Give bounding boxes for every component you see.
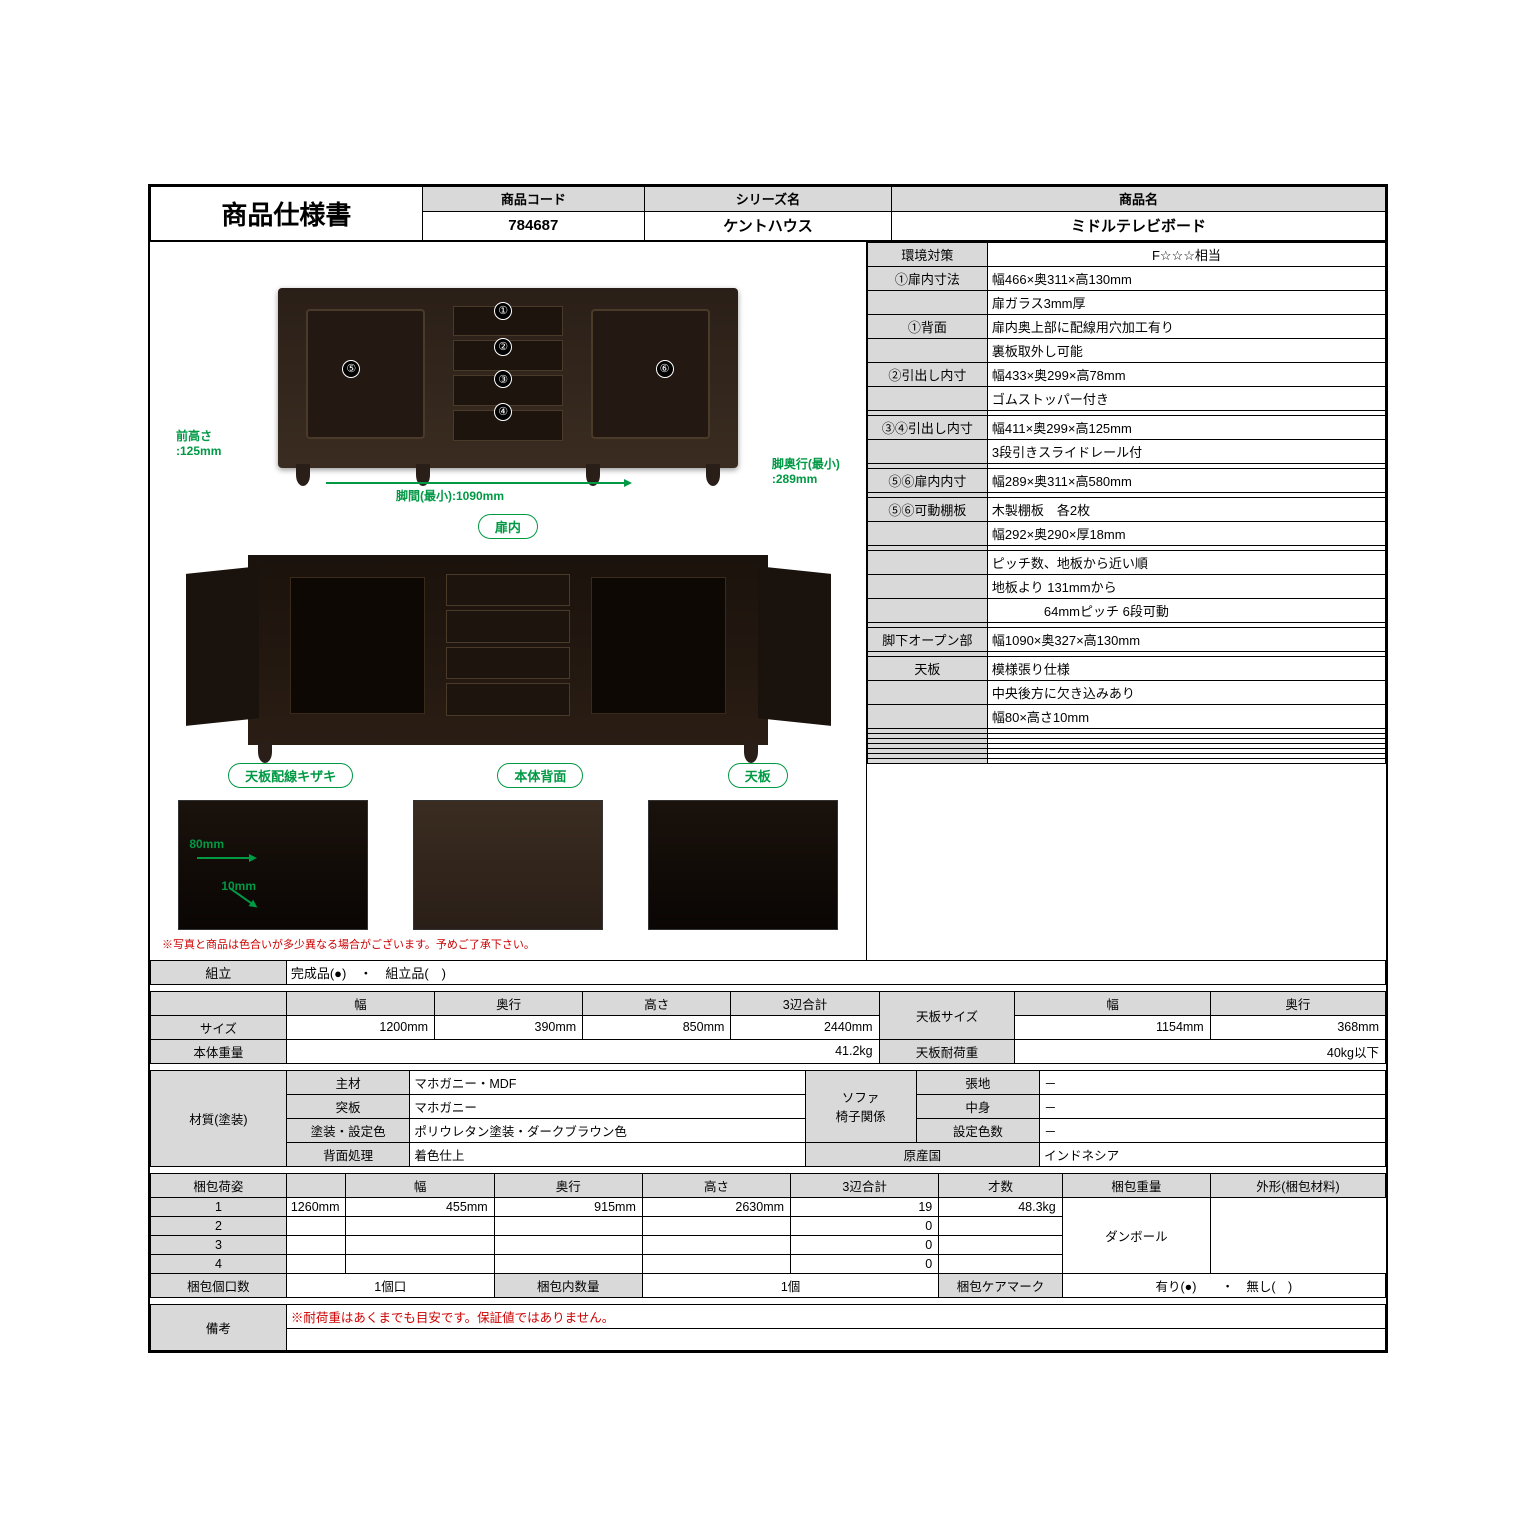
pill-thumb3: 天板 xyxy=(728,763,788,788)
spec-row: ①背面扉内奥上部に配線用穴加工有り xyxy=(867,314,1385,338)
code-value: 784687 xyxy=(422,212,644,240)
dim-leg-span: 脚間(最小):1090mm xyxy=(396,487,504,504)
product-image-closed: ① ② ③ ④ ⑤ ⑥ 前高さ :125mm 脚間(最小):1090mm 脚奥行… xyxy=(156,248,860,508)
spec-row xyxy=(867,758,1385,763)
assembly-table: 組立 完成品(●) ・ 組立品( ) xyxy=(150,960,1386,985)
assembly-label: 組立 xyxy=(151,960,287,984)
spec-row: ゴムストッパー付き xyxy=(867,386,1385,410)
pill-thumb2: 本体背面 xyxy=(497,763,583,788)
photo-note: ※写真と商品は色合いが多少異なる場合がございます。予めご了承下さい。 xyxy=(156,934,860,954)
spec-row: ⑤⑥扉内内寸幅289×奥311×高580mm xyxy=(867,468,1385,492)
image-area: ① ② ③ ④ ⑤ ⑥ 前高さ :125mm 脚間(最小):1090mm 脚奥行… xyxy=(150,242,867,960)
dim-leg-depth: 脚奥行(最小) :289mm xyxy=(772,455,840,486)
spec-sheet: 商品仕様書 商品コード シリーズ名 商品名 784687 ケントハウス ミドルテ… xyxy=(148,184,1388,1353)
spec-list-table: 環境対策F☆☆☆相当①扉内寸法幅466×奥311×高130mm扉ガラス3mm厚①… xyxy=(867,242,1386,764)
header-table: 商品仕様書 商品コード シリーズ名 商品名 784687 ケントハウス ミドルテ… xyxy=(150,186,1386,241)
spec-row: ②引出し内寸幅433×奥299×高78mm xyxy=(867,362,1385,386)
size-table: 幅 奥行 高さ 3辺合計 天板サイズ 幅 奥行 サイズ 1200mm 390mm… xyxy=(150,991,1386,1064)
spec-row: 中央後方に欠き込みあり xyxy=(867,680,1385,704)
spec-row: 地板より 131mmから xyxy=(867,574,1385,598)
spec-row: 環境対策F☆☆☆相当 xyxy=(867,242,1385,266)
dim-front-h: 前高さ :125mm xyxy=(176,427,221,458)
remarks-table: 備考 ※耐荷重はあくまでも目安です。保証値ではありません。 xyxy=(150,1304,1386,1351)
pill-door-inside: 扉内 xyxy=(478,514,538,539)
remarks-note: ※耐荷重はあくまでも目安です。保証値ではありません。 xyxy=(286,1304,1385,1328)
spec-row: 幅80×高さ10mm xyxy=(867,704,1385,728)
spec-row: ③④引出し内寸幅411×奥299×高125mm xyxy=(867,415,1385,439)
series-value: ケントハウス xyxy=(644,212,891,240)
spec-row: 扉ガラス3mm厚 xyxy=(867,290,1385,314)
code-label: 商品コード xyxy=(422,186,644,212)
thumb-top xyxy=(648,800,838,930)
pack-row: 11260mm455mm915mm2630mm1948.3kgダンボール xyxy=(151,1197,1386,1216)
assembly-value: 完成品(●) ・ 組立品( ) xyxy=(286,960,1385,984)
spec-row: 天板模様張り仕様 xyxy=(867,656,1385,680)
spec-row: 裏板取外し可能 xyxy=(867,338,1385,362)
name-value: ミドルテレビボード xyxy=(891,212,1385,240)
spec-row: 64mmピッチ 6段可動 xyxy=(867,598,1385,622)
packaging-table: 梱包荷姿 幅 奥行 高さ 3辺合計 才数 梱包重量 外形(梱包材料) 11260… xyxy=(150,1173,1386,1298)
spec-row: 3段引きスライドレール付 xyxy=(867,439,1385,463)
pill-thumb1: 天板配線キザキ xyxy=(228,763,353,788)
material-table: 材質(塗装) 主材 マホガニー・MDF ソファ 椅子関係 張地 － 突板 マホガ… xyxy=(150,1070,1386,1167)
thumb-wiring: 80mm 10mm xyxy=(178,800,368,930)
thumbnail-row: 80mm 10mm xyxy=(156,796,860,934)
thumb-back xyxy=(413,800,603,930)
spec-row: ①扉内寸法幅466×奥311×高130mm xyxy=(867,266,1385,290)
product-image-open xyxy=(156,545,860,755)
spec-row: 脚下オープン部幅1090×奥327×高130mm xyxy=(867,627,1385,651)
name-label: 商品名 xyxy=(891,186,1385,212)
spec-row: ⑤⑥可動棚板木製棚板 各2枚 xyxy=(867,497,1385,521)
doc-title: 商品仕様書 xyxy=(151,186,423,240)
spec-row: ピッチ数、地板から近い順 xyxy=(867,550,1385,574)
spec-row: 幅292×奥290×厚18mm xyxy=(867,521,1385,545)
series-label: シリーズ名 xyxy=(644,186,891,212)
